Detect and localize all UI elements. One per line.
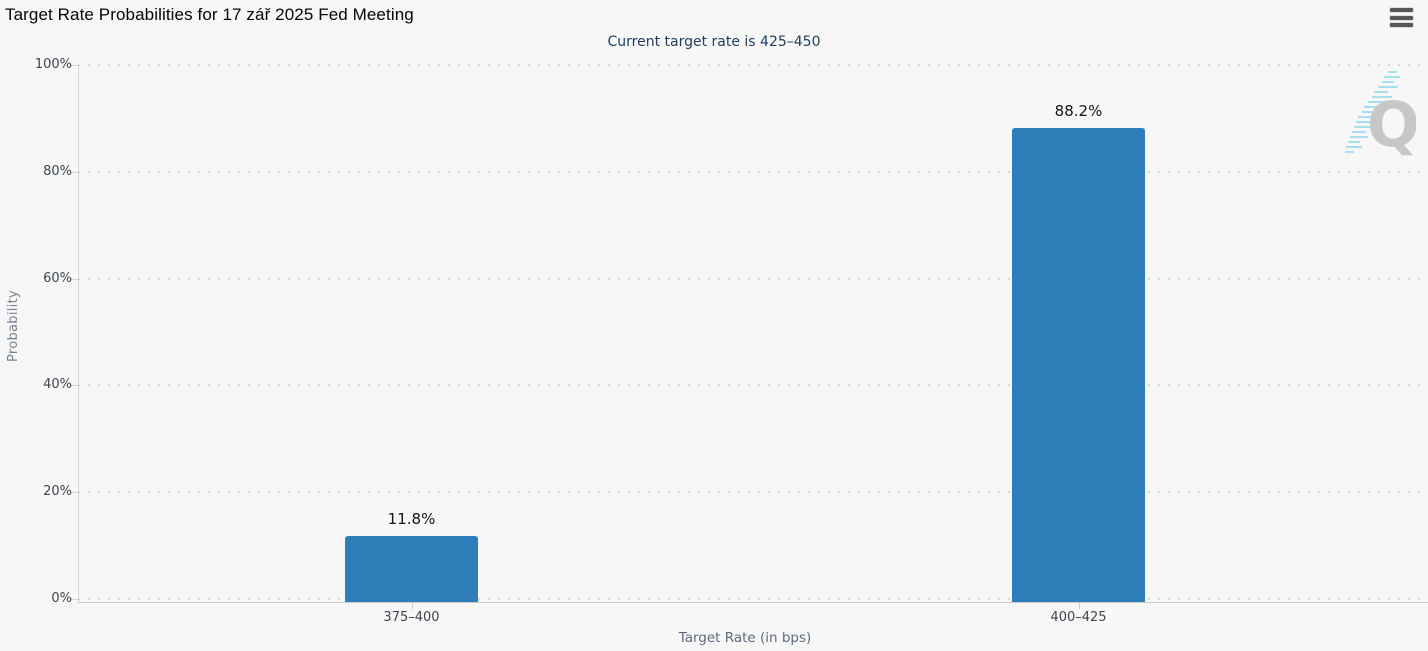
bar-value-label: 11.8%: [387, 509, 436, 528]
logo-letter-q: Q: [1367, 88, 1416, 160]
menu-button[interactable]: [1390, 8, 1413, 27]
bar-375–400[interactable]: [345, 535, 478, 602]
hamburger-icon: [1390, 23, 1413, 27]
x-axis-title: Target Rate (in bps): [678, 630, 812, 646]
gridline-40: [78, 384, 1428, 387]
logo-diagonal-dashes: [1345, 71, 1400, 153]
y-axis-tick: [70, 385, 78, 387]
y-axis-tick: [70, 278, 78, 280]
chart-title: Target Rate Probabilities for 17 zář 202…: [5, 5, 414, 24]
bar-400–425[interactable]: [1012, 128, 1145, 602]
y-tick-label: 100%: [34, 57, 72, 72]
y-axis-tick: [70, 171, 78, 173]
y-tick-label: 20%: [43, 484, 72, 500]
gridline-20: [78, 491, 1428, 494]
gridline-80: [78, 170, 1428, 173]
x-axis-tick: [1078, 602, 1080, 609]
y-tick-label: 40%: [43, 377, 72, 393]
hamburger-icon: [1390, 8, 1413, 12]
y-tick-label: 60%: [43, 270, 72, 286]
y-axis-tick: [70, 65, 78, 66]
gridline-100: [78, 64, 1428, 66]
quikstrike-logo: Q: [1345, 71, 1416, 160]
gridline-60: [78, 277, 1428, 280]
hamburger-icon: [1390, 15, 1413, 20]
y-axis-line: [78, 65, 79, 603]
x-axis-line: [78, 602, 1428, 603]
y-axis-tick: [70, 492, 78, 494]
gridline-0: [78, 598, 1428, 600]
chart-subtitle: Current target rate is 425–450: [607, 34, 821, 50]
bar-value-label: 88.2%: [1054, 102, 1103, 120]
y-tick-label: 0%: [51, 591, 72, 606]
y-axis-title: Probability: [6, 290, 21, 363]
x-tick-label: 400–425: [1050, 610, 1107, 625]
y-tick-label: 80%: [43, 163, 72, 179]
y-axis-tick: [70, 599, 78, 600]
x-axis-tick: [411, 602, 413, 609]
x-tick-label: 375–400: [383, 610, 440, 625]
